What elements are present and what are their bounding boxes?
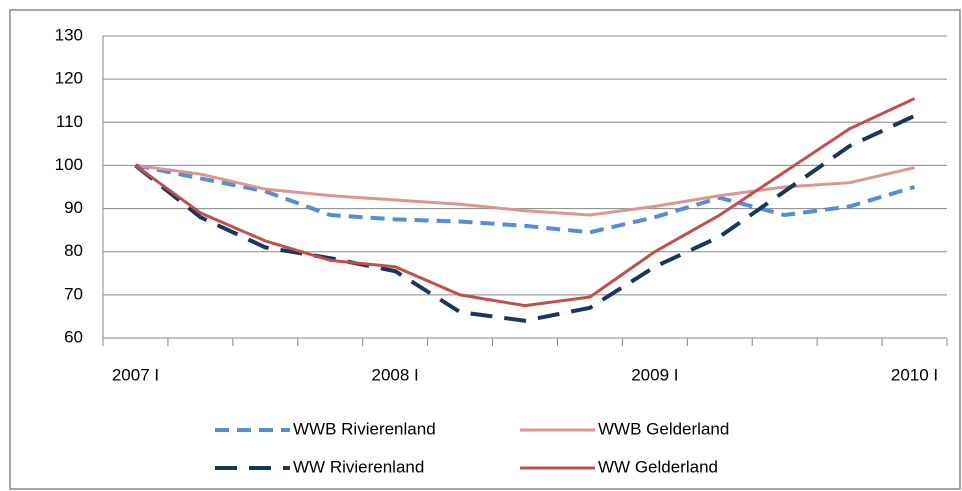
series-line [135,163,916,235]
series-line [134,97,916,308]
x-tick-label: 2008 I [372,365,419,384]
y-tick-label: 90 [64,198,83,217]
legend-label: WWB Gelderland [598,419,729,438]
series-line [135,163,915,217]
x-tick-label: 2010 I [891,365,938,384]
legend-label: WW Rivierenland [293,457,424,476]
y-tick-label: 100 [55,155,83,174]
y-tick-label: 130 [55,25,83,44]
y-tick-label: 120 [55,69,83,88]
legend-label: WW Gelderland [598,457,718,476]
x-tick-label: 2009 I [631,365,678,384]
y-tick-label: 60 [64,327,83,346]
y-tick-label: 80 [64,241,83,260]
chart-frame [9,9,961,490]
legend-label: WWB Rivierenland [293,419,436,438]
y-tick-label: 70 [64,284,83,303]
series-line [134,114,916,323]
x-tick-label: 2007 I [112,365,159,384]
y-tick-label: 110 [56,112,83,131]
